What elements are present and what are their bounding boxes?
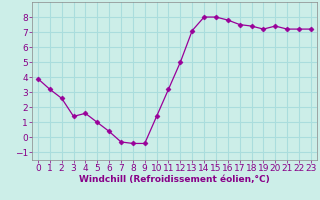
- X-axis label: Windchill (Refroidissement éolien,°C): Windchill (Refroidissement éolien,°C): [79, 175, 270, 184]
